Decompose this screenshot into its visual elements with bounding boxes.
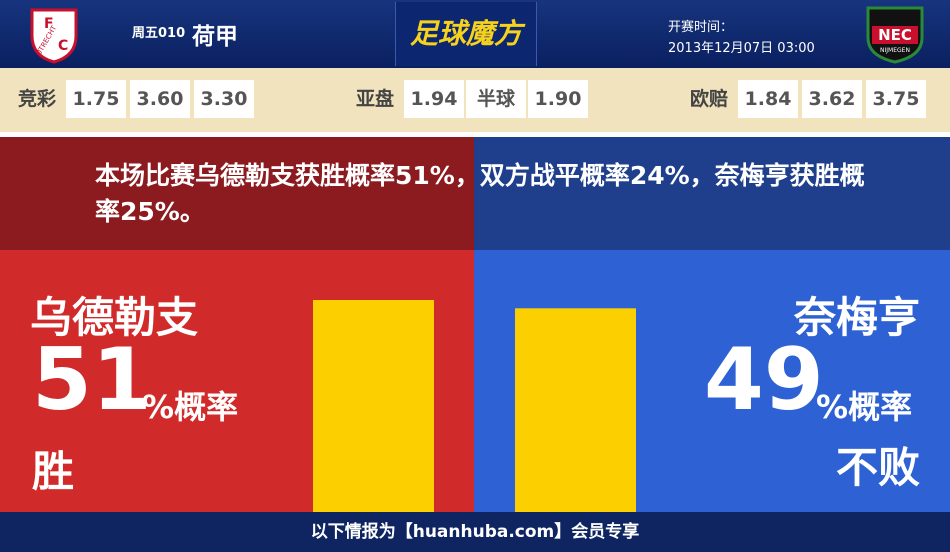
home-unit: %概率 [142,388,239,426]
odds-value: 3.75 [866,80,926,118]
odds-label: 欧赔 [690,88,729,110]
logo-text: NIJMEGEN [880,47,910,54]
odds-value: 3.60 [130,80,190,118]
kickoff-label: 开赛时间： [668,20,734,35]
away-name: 奈梅亨 [793,293,920,342]
brand: 足球魔方 [395,2,537,66]
odds-label: 竞彩 [18,88,57,110]
home-logo: F C UTRECHT [30,8,78,64]
home-probability: 51 [32,330,152,430]
away-outcome: 不败 [835,443,920,492]
separator [0,132,950,137]
odds-value: 1.84 [738,80,798,118]
logo-text: NEC [878,26,912,44]
home-outcome: 胜 [32,447,75,496]
match-no: 周五010 [132,26,186,41]
odds-value: 1.75 [66,80,126,118]
kickoff-time: 2013年12月07日 03:00 [668,41,815,56]
logo-text: C [58,38,68,54]
bars [313,300,636,512]
odds-value: 1.90 [528,80,588,118]
summary-bg-left [0,137,474,250]
footer: 以下情报为【huanhuba.com】会员专享 [0,512,950,552]
odds-value: 1.94 [404,80,464,118]
probability-bar [313,300,434,512]
home-name: 乌德勒支 [30,293,199,342]
logo-text: F [44,16,54,32]
summary: 本场比赛乌德勒支获胜概率51%，双方战平概率24%，奈梅亨获胜概率25%。 [95,161,865,226]
away-logo: NEC NIJMEGEN [866,6,924,64]
away-unit: %概率 [816,388,913,426]
odds-value: 3.62 [802,80,862,118]
odds-value: 3.30 [194,80,254,118]
probability-bar [515,308,636,512]
league: 荷甲 [192,24,238,50]
odds-value: 半球 [466,80,526,118]
away-probability: 49 [704,330,824,430]
summary-bg-right [474,137,950,250]
odds-label: 亚盘 [356,88,395,110]
